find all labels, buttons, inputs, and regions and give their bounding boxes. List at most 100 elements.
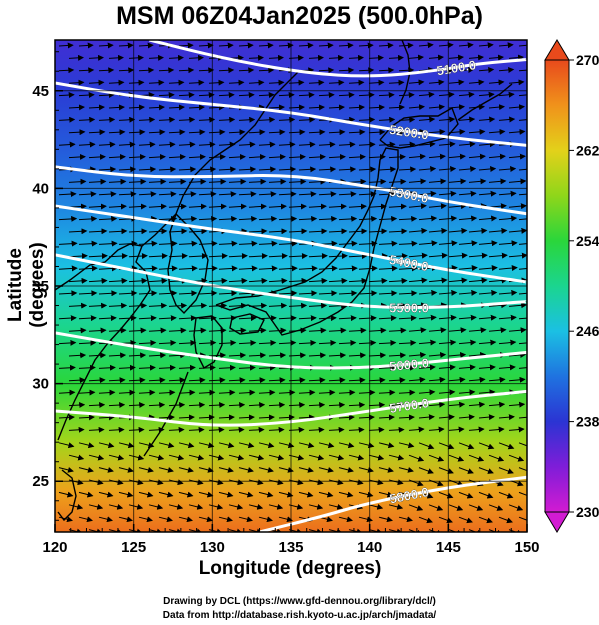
wind-arrow — [378, 265, 398, 272]
wind-arrow — [248, 327, 267, 334]
wind-arrow — [58, 466, 74, 473]
wind-arrow — [448, 79, 465, 86]
wind-arrow — [218, 166, 237, 173]
wind-arrow — [458, 66, 475, 73]
wind-arrow — [458, 289, 478, 296]
wind-arrow — [348, 528, 363, 532]
wind-arrow — [458, 516, 473, 524]
wind-arrow — [208, 203, 227, 210]
wind-arrow — [148, 377, 166, 384]
wind-arrow — [198, 516, 213, 523]
wind-arrow — [168, 454, 185, 461]
wind-arrow — [529, 404, 544, 405]
wind-arrow — [278, 141, 296, 148]
wind-arrow — [98, 92, 115, 99]
wind-arrow — [238, 414, 255, 421]
wind-arrow — [188, 129, 206, 136]
wind-arrow — [268, 377, 286, 384]
wind-arrow — [408, 426, 425, 433]
wind-arrow — [128, 129, 146, 136]
wind-arrow — [438, 442, 455, 450]
wind-arrow — [338, 42, 354, 49]
wind-arrow — [68, 327, 87, 334]
wind-arrow — [508, 128, 526, 135]
wind-arrow — [378, 42, 394, 49]
wind-arrow — [178, 414, 195, 421]
wind-arrow — [108, 377, 126, 384]
wind-arrow — [178, 166, 197, 173]
wind-arrow — [138, 240, 158, 247]
contour-label: 5100.0 — [435, 57, 477, 78]
wind-arrow — [398, 240, 418, 247]
wind-arrow — [318, 339, 337, 346]
wind-arrow — [468, 352, 487, 358]
wind-arrow — [398, 290, 418, 297]
wind-arrow — [458, 190, 477, 197]
wind-arrow — [508, 54, 525, 61]
wind-arrow — [529, 280, 547, 282]
wind-arrow — [108, 153, 126, 160]
wind-arrow — [158, 491, 174, 498]
y-axis-ticks: 25 30 35 40 45 — [32, 51, 63, 521]
wind-arrow — [218, 364, 236, 371]
wind-arrow — [498, 166, 517, 172]
colorbar-top-triangle — [544, 39, 570, 61]
wind-arrow — [388, 352, 407, 359]
wind-arrow — [338, 290, 358, 297]
wind-arrow — [458, 491, 474, 499]
wind-arrow — [428, 252, 448, 259]
wind-arrow — [438, 314, 457, 321]
y-tick-label: 25 — [32, 473, 49, 490]
wind-arrow — [268, 178, 287, 185]
wind-arrow — [458, 265, 478, 272]
wind-arrow — [78, 141, 96, 148]
wind-arrow — [208, 104, 226, 111]
wind-arrow — [378, 364, 396, 371]
wind-arrow — [418, 91, 435, 98]
wind-arrow — [328, 528, 343, 532]
wind-arrow — [498, 491, 514, 499]
wind-arrow — [178, 389, 196, 396]
y-tick-label: 30 — [32, 376, 49, 393]
wind-arrow — [328, 54, 345, 61]
wind-arrow — [88, 253, 108, 260]
wind-arrow — [188, 327, 207, 334]
wind-arrow — [58, 215, 78, 222]
wind-arrow — [529, 82, 544, 83]
wind-arrow — [268, 352, 287, 359]
wind-arrow — [358, 215, 378, 222]
colorbar-tick-label: 262 — [576, 142, 599, 158]
wind-arrow — [328, 104, 346, 111]
wind-arrow — [358, 67, 375, 74]
wind-arrow — [278, 215, 298, 222]
wind-arrow — [338, 339, 357, 346]
wind-arrow — [348, 401, 366, 408]
wind-arrow — [218, 389, 236, 396]
wind-arrow — [388, 178, 407, 185]
wind-arrow — [228, 253, 248, 260]
wind-arrow — [408, 203, 427, 210]
x-tick-label: 125 — [121, 539, 146, 556]
wind-arrow — [408, 454, 425, 462]
wind-arrow — [68, 503, 84, 510]
wind-arrow — [108, 203, 127, 210]
wind-arrow — [368, 228, 388, 235]
map-title: MSM 06Z04Jan2025 (500.0hPa) — [116, 2, 483, 30]
wind-arrow — [458, 339, 477, 346]
wind-arrow — [398, 166, 417, 173]
wind-arrow — [458, 42, 474, 49]
wind-arrow — [248, 426, 265, 433]
wind-arrow — [148, 253, 168, 260]
wind-arrow — [198, 191, 217, 198]
wind-arrow — [238, 339, 257, 346]
wind-arrow — [178, 290, 198, 297]
wind-arrow — [438, 364, 456, 371]
wind-arrow — [428, 504, 444, 511]
wind-arrow — [508, 252, 527, 259]
contour-label: 5200.0 — [388, 122, 430, 143]
wind-arrow — [428, 327, 447, 334]
wind-arrow — [198, 92, 215, 99]
wind-arrow — [408, 504, 424, 511]
wind-arrow — [168, 153, 186, 160]
wind-arrow — [448, 504, 464, 511]
